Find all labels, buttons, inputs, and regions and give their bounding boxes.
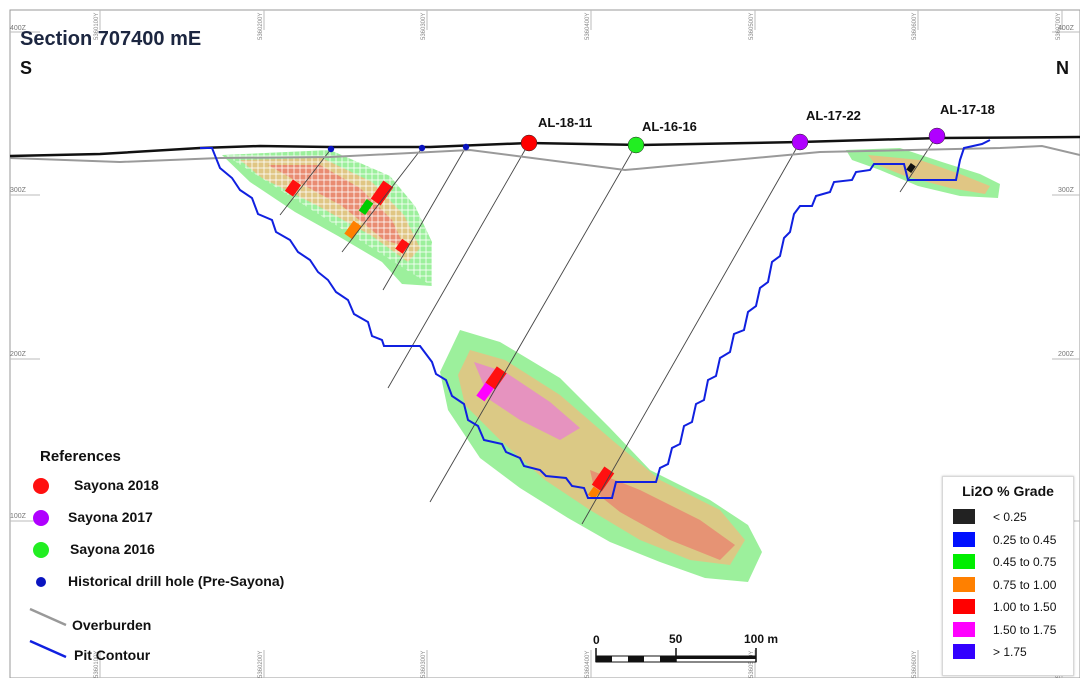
- direction-south: S: [20, 58, 33, 78]
- legend-row-sayona-2016: Sayona 2016: [28, 539, 348, 571]
- grade-label: 1.50 to 1.75: [993, 622, 1057, 637]
- historical-collar: [327, 145, 335, 153]
- green-dot-icon: [33, 542, 49, 558]
- grade-label: 0.45 to 0.75: [993, 555, 1057, 569]
- blue-line-icon: [29, 639, 67, 659]
- grade-row: 0.45 to 0.75: [943, 552, 1073, 575]
- topography-line: [9, 135, 1080, 158]
- label-al-17-22: AL-17-22: [806, 108, 861, 123]
- upper-ore-lens: [222, 150, 432, 286]
- sayona-collars: [520, 127, 946, 154]
- grade-swatch: [953, 599, 975, 614]
- section-title: Section 707400 mE: [20, 28, 202, 50]
- grade-row: > 1.75: [943, 642, 1073, 665]
- grade-swatch: [953, 644, 975, 659]
- grade-label: < 0.25: [993, 510, 1027, 524]
- legend-label: Overburden: [72, 617, 152, 633]
- legend-row-overburden: Overburden: [28, 603, 348, 635]
- grade-swatch: [953, 531, 975, 547]
- historical-collar: [418, 144, 426, 152]
- grade-row: 0.75 to 1.00: [943, 575, 1073, 598]
- label-al-17-18: AL-17-18: [940, 102, 995, 117]
- grade-swatch: [953, 621, 975, 637]
- legend-row-sayona-2017: Sayona 2017: [28, 507, 348, 539]
- northing-label-bottom-2: 5360200Y: [258, 651, 264, 678]
- elev-label-300: 300Z: [10, 187, 27, 194]
- scale-label-0: 0: [593, 633, 600, 647]
- high-grade-intercepts: [284, 163, 916, 500]
- grade-label: > 1.75: [993, 645, 1027, 659]
- legend-row-pit-contour: Pit Contour: [28, 635, 348, 667]
- grade-row: 0.25 to 0.45: [943, 530, 1073, 553]
- northing-label-1: 5360100Y: [94, 13, 100, 40]
- northing-label-3: 5360300Y: [421, 13, 427, 40]
- grade-swatch: [953, 509, 975, 524]
- northing-label-7: 5360700Y: [1056, 13, 1062, 40]
- collar-al-17-22: [791, 133, 809, 151]
- overburden-line: [9, 144, 1080, 172]
- elev-label-100: 100Z: [10, 513, 27, 520]
- blue-dot-icon: [36, 577, 46, 587]
- red-dot-icon: [33, 478, 49, 494]
- legend-label: Sayona 2016: [70, 541, 155, 557]
- grade-row: < 0.25: [943, 507, 1073, 530]
- label-al-16-16: AL-16-16: [642, 119, 697, 134]
- grade-label: 1.00 to 1.50: [993, 600, 1057, 614]
- grade-swatch: [953, 576, 975, 592]
- drill-traces: [279, 135, 938, 525]
- northing-label-2: 5360200Y: [258, 13, 264, 40]
- legend-label: Historical drill hole (Pre-Sayona): [68, 573, 285, 589]
- elev-label-400-right: 400Z: [1058, 25, 1075, 32]
- elev-label-400: 400Z: [10, 25, 27, 32]
- lower-ore-lens: [440, 330, 762, 582]
- label-al-18-11: AL-18-11: [538, 115, 592, 130]
- grade-label: 0.75 to 1.00: [993, 577, 1057, 592]
- scale-bar: 0 50 100 m: [593, 632, 778, 663]
- northing-label-bottom-1: 5360100Y: [94, 651, 100, 678]
- elev-label-300-right: 300Z: [1058, 187, 1075, 194]
- northing-label-bottom-4: 5360400Y: [585, 651, 591, 678]
- scale-label-50: 50: [669, 632, 683, 646]
- references-legend: References Sayona 2018 Sayona 2017 Sayon…: [28, 448, 348, 667]
- grey-line-icon: [29, 607, 67, 627]
- grade-legend-title: Li2O % Grade: [962, 483, 1054, 499]
- grade-legend: Li2O % Grade < 0.25 0.25 to 0.45 0.45 to…: [942, 476, 1074, 676]
- grade-row: 1.50 to 1.75: [943, 620, 1073, 643]
- elev-label-200-right: 200Z: [1058, 351, 1075, 358]
- pit-contour: [200, 139, 991, 499]
- legend-row-sayona-2018: Sayona 2018: [28, 475, 348, 507]
- historical-collar: [462, 143, 470, 151]
- grade-row: 1.00 to 1.50: [943, 597, 1073, 620]
- historical-collars: [327, 143, 470, 153]
- northing-label-bottom-5: 5360500Y: [749, 651, 755, 678]
- northing-label-bottom-3: 5360300Y: [421, 651, 427, 678]
- collar-al-17-18: [928, 127, 946, 145]
- references-heading: References: [40, 448, 121, 465]
- northing-label-6: 5360600Y: [912, 13, 918, 40]
- legend-label: Sayona 2018: [74, 477, 159, 493]
- scale-label-100: 100 m: [744, 632, 778, 646]
- grade-swatch: [953, 554, 975, 569]
- northing-label-bottom-6: 5360600Y: [912, 651, 918, 678]
- elev-label-200: 200Z: [10, 351, 27, 358]
- legend-row-historical: Historical drill hole (Pre-Sayona): [28, 571, 348, 603]
- collar-al-16-16: [627, 136, 645, 154]
- direction-north: N: [1056, 58, 1069, 78]
- northing-label-5: 5360500Y: [749, 13, 755, 40]
- collar-al-18-11: [520, 134, 538, 152]
- purple-dot-icon: [33, 510, 49, 526]
- grade-label: 0.25 to 0.45: [993, 532, 1057, 547]
- legend-label: Pit Contour: [74, 647, 151, 663]
- legend-label: Sayona 2017: [68, 509, 153, 525]
- northing-label-4: 5360400Y: [585, 13, 591, 40]
